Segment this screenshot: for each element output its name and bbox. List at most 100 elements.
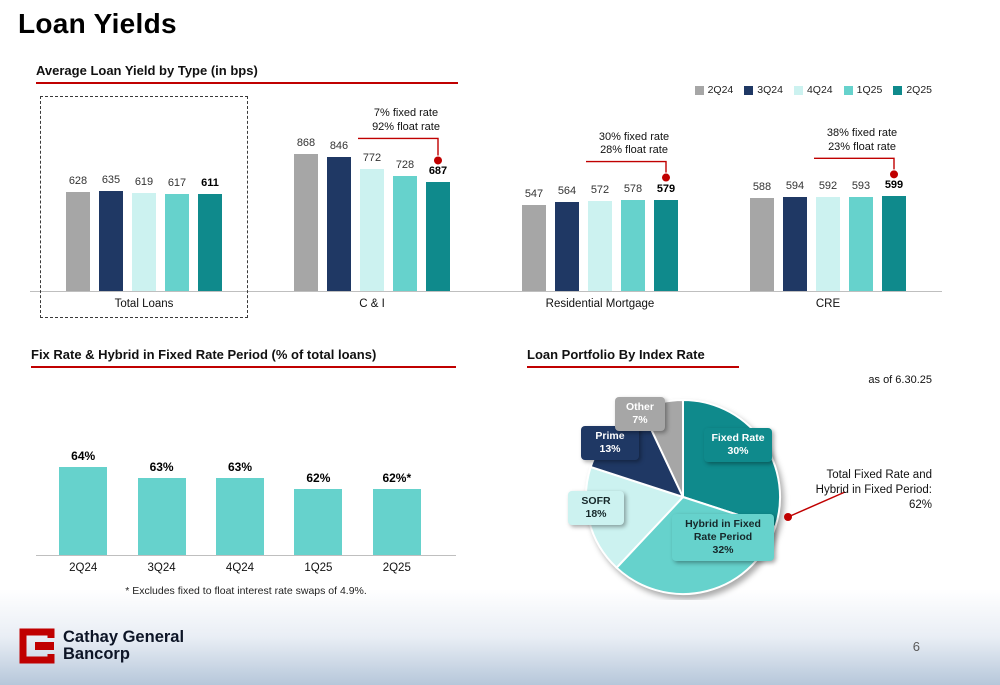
bar bbox=[393, 176, 417, 291]
slide: Loan Yields Average Loan Yield by Type (… bbox=[0, 0, 1000, 685]
bar bbox=[198, 194, 222, 291]
top-chart-title: Average Loan Yield by Type (in bps) bbox=[36, 63, 458, 84]
pie-slice-label: Hybrid in Fixed Rate Period32% bbox=[672, 514, 774, 561]
bar bbox=[621, 200, 645, 291]
category-label: 2Q24 bbox=[44, 562, 122, 574]
bar bbox=[555, 202, 579, 291]
bar bbox=[588, 201, 612, 291]
page-title: Loan Yields bbox=[18, 8, 177, 40]
category-label: 2Q25 bbox=[358, 562, 436, 574]
category-label: 3Q24 bbox=[123, 562, 201, 574]
rate-annotation: 7% fixed rate 92% float rate bbox=[328, 107, 484, 134]
bar bbox=[99, 191, 123, 291]
legend-item: 3Q24 bbox=[744, 84, 783, 96]
bar-value-label: 579 bbox=[645, 183, 687, 195]
annotation-dot-icon bbox=[434, 156, 442, 164]
bar bbox=[327, 157, 351, 291]
x-axis-line bbox=[36, 555, 456, 556]
legend-label: 2Q24 bbox=[708, 84, 734, 96]
cathay-logo-icon bbox=[18, 627, 56, 665]
category-label: 1Q25 bbox=[279, 562, 357, 574]
pie-slice-label: SOFR18% bbox=[568, 491, 624, 525]
top-chart-title-text: Average Loan Yield by Type (in bps) bbox=[36, 63, 258, 78]
logo-line2: Bancorp bbox=[63, 646, 184, 663]
fixed-rate-chart: 64% 2Q24 63% 3Q24 63% 4Q24 62% 1Q25 62%* 2Q25 bbox=[44, 430, 436, 595]
pie-label-name: SOFR bbox=[570, 495, 622, 508]
series-legend: 2Q24 3Q24 4Q24 1Q25 2Q25 bbox=[695, 84, 932, 96]
annotation-line bbox=[586, 162, 666, 173]
fixed-rate-chart-title: Fix Rate & Hybrid in Fixed Rate Period (… bbox=[31, 347, 456, 368]
pie-slice-label: Other7% bbox=[615, 397, 665, 431]
pie-label-pct: 32% bbox=[674, 544, 772, 557]
pie-label-name: Other bbox=[617, 401, 663, 414]
rate-annotation: 30% fixed rate 28% float rate bbox=[556, 131, 712, 158]
pie-label-pct: 30% bbox=[706, 445, 770, 458]
category-label: Residential Mortgage bbox=[486, 298, 714, 310]
annotation-line bbox=[814, 158, 894, 169]
legend-label: 3Q24 bbox=[757, 84, 783, 96]
pie-label-name: Hybrid in Fixed Rate Period bbox=[674, 518, 772, 544]
bar bbox=[882, 196, 906, 291]
pie-label-pct: 7% bbox=[617, 414, 663, 427]
pie-slice-label: Fixed Rate30% bbox=[704, 428, 772, 462]
bar bbox=[138, 478, 186, 555]
bar-value-label: 62%* bbox=[367, 471, 427, 485]
legend-swatch-icon bbox=[844, 86, 853, 95]
category-label: Total Loans bbox=[30, 298, 258, 310]
rate-annotation: 38% fixed rate 23% float rate bbox=[784, 127, 940, 154]
bar-value-label: 63% bbox=[210, 460, 270, 474]
pie-label-name: Fixed Rate bbox=[706, 432, 770, 445]
bar bbox=[59, 467, 107, 555]
legend-item: 4Q24 bbox=[794, 84, 833, 96]
pie-slice-label: Prime13% bbox=[581, 426, 639, 460]
annotation-dot-icon bbox=[890, 170, 898, 178]
bar bbox=[132, 193, 156, 291]
bar bbox=[373, 489, 421, 555]
legend-item: 2Q24 bbox=[695, 84, 734, 96]
bar-value-label: 64% bbox=[53, 449, 113, 463]
loan-yield-chart: 628635619617611Total Loans86884677272868… bbox=[30, 100, 942, 325]
page-number: 6 bbox=[913, 639, 920, 654]
bar bbox=[522, 205, 546, 291]
bar-value-label: 846 bbox=[318, 140, 360, 152]
bar bbox=[294, 154, 318, 291]
annotation-dot-icon bbox=[662, 174, 670, 182]
bar-value-label: 62% bbox=[288, 471, 348, 485]
bar-value-label: 599 bbox=[873, 179, 915, 191]
bar bbox=[654, 200, 678, 291]
legend-label: 1Q25 bbox=[857, 84, 883, 96]
bar bbox=[294, 489, 342, 555]
logo-text: Cathay General Bancorp bbox=[63, 629, 184, 664]
category-label: CRE bbox=[714, 298, 942, 310]
logo-line1: Cathay General bbox=[63, 629, 184, 646]
legend-label: 2Q25 bbox=[906, 84, 932, 96]
bar bbox=[66, 192, 90, 291]
leader-dot-icon bbox=[784, 513, 792, 521]
bar bbox=[816, 197, 840, 291]
bar-value-label: 611 bbox=[189, 177, 231, 189]
legend-item: 1Q25 bbox=[844, 84, 883, 96]
legend-item: 2Q25 bbox=[893, 84, 932, 96]
pie-label-name: Prime bbox=[583, 430, 637, 443]
legend-swatch-icon bbox=[695, 86, 704, 95]
bar-value-label: 687 bbox=[417, 165, 459, 177]
pie-chart-title: Loan Portfolio By Index Rate bbox=[527, 347, 739, 368]
legend-swatch-icon bbox=[794, 86, 803, 95]
legend-swatch-icon bbox=[893, 86, 902, 95]
bar bbox=[783, 197, 807, 291]
pie-chart-title-text: Loan Portfolio By Index Rate bbox=[527, 347, 705, 362]
bar bbox=[750, 198, 774, 291]
total-fixed-annotation: Total Fixed Rate and Hybrid in Fixed Per… bbox=[800, 468, 932, 513]
bar bbox=[426, 182, 450, 291]
legend-label: 4Q24 bbox=[807, 84, 833, 96]
bar bbox=[360, 169, 384, 291]
bar bbox=[165, 194, 189, 291]
fixed-rate-chart-title-text: Fix Rate & Hybrid in Fixed Rate Period (… bbox=[31, 347, 376, 362]
bar-value-label: 63% bbox=[132, 460, 192, 474]
footer-logo: Cathay General Bancorp bbox=[18, 627, 184, 665]
bar bbox=[849, 197, 873, 291]
pie-label-pct: 18% bbox=[570, 508, 622, 521]
footnote: * Excludes fixed to float interest rate … bbox=[36, 585, 456, 597]
category-label: 4Q24 bbox=[201, 562, 279, 574]
legend-swatch-icon bbox=[744, 86, 753, 95]
